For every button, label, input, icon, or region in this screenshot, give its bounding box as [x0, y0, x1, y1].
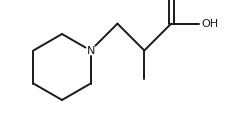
Text: OH: OH: [200, 19, 217, 29]
Text: N: N: [86, 46, 94, 55]
